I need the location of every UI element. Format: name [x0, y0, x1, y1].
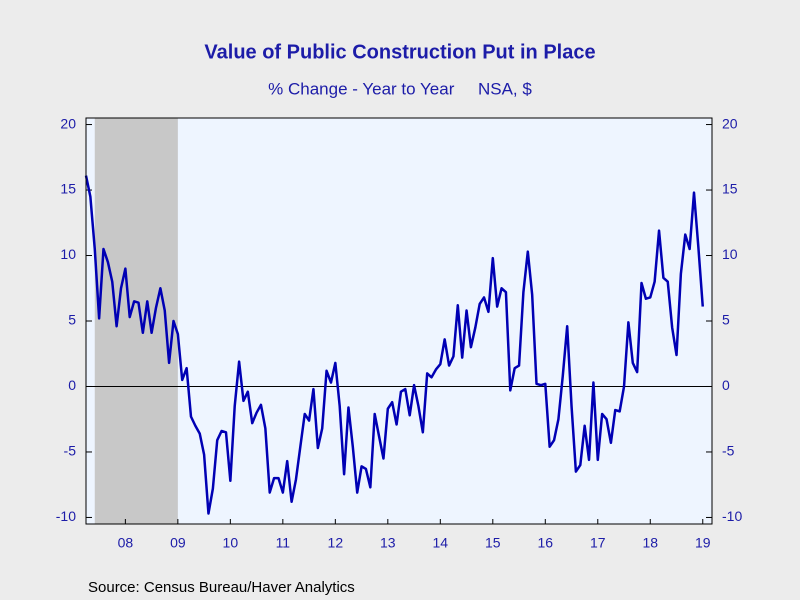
- x-tick-label: 09: [170, 535, 186, 551]
- chart-subtitle: % Change - Year to Year NSA, $: [268, 79, 532, 98]
- y-tick-label: -5: [64, 443, 77, 459]
- y2-tick-label: 5: [722, 312, 730, 328]
- x-tick-label: 18: [642, 535, 658, 551]
- x-tick-label: 16: [538, 535, 554, 551]
- y-tick-label: 0: [68, 377, 76, 393]
- x-tick-label: 11: [276, 535, 291, 551]
- y2-tick-label: 20: [722, 115, 738, 131]
- y2-tick-label: 10: [722, 246, 738, 262]
- x-tick-label: 08: [118, 535, 134, 551]
- y-tick-label: 5: [68, 312, 76, 328]
- y2-tick-label: 0: [722, 377, 730, 393]
- plot-area: [86, 118, 712, 524]
- y2-tick-label: -5: [722, 443, 735, 459]
- y-tick-label: 10: [60, 246, 76, 262]
- chart-title: Value of Public Construction Put in Plac…: [204, 41, 595, 63]
- x-tick-label: 14: [433, 535, 449, 551]
- y-tick-label: -10: [56, 508, 76, 524]
- x-tick-label: 15: [485, 535, 501, 551]
- x-tick-label: 17: [590, 535, 606, 551]
- x-tick-label: 12: [328, 535, 344, 551]
- recession-shading: [94, 118, 178, 524]
- plot-border: [85, 117, 713, 525]
- source-note: Source: Census Bureau/Haver Analytics: [88, 579, 355, 596]
- y2-tick-label: -10: [722, 508, 742, 524]
- data-line: [84, 175, 705, 515]
- x-tick-label: 10: [223, 535, 239, 551]
- y2-tick-label: 15: [722, 181, 738, 197]
- x-tick-label: 19: [695, 535, 711, 551]
- y-tick-label: 15: [60, 181, 76, 197]
- y-tick-label: 20: [60, 115, 76, 131]
- x-tick-label: 13: [380, 535, 396, 551]
